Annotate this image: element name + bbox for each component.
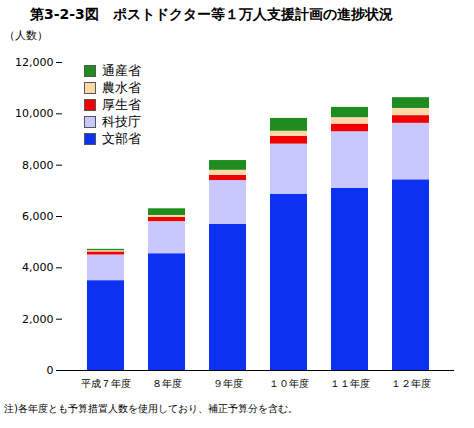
svg-text:（人数）: （人数） [4,29,48,42]
svg-text:4,000: 4,000 [22,261,54,274]
html-text:注)各年度とも予算措置人数を使用しており、補正予算分を含む。: 注)各年度とも予算措置人数を使用しており、補正予算分を含む。 [4,403,298,414]
svg-text:９年度: ９年度 [213,378,243,389]
svg-text:8,000: 8,000 [22,159,54,172]
svg-text:0: 0 [47,364,54,377]
svg-text:2,000: 2,000 [22,313,54,326]
svg-text:6,000: 6,000 [22,210,54,223]
html-text:農水省: 農水省 [102,80,141,95]
html-text:科技庁: 科技庁 [102,114,141,129]
html-text:通産省: 通産省 [102,63,141,78]
svg-text:10,000: 10,000 [15,107,54,120]
svg-text:１２年度: １２年度 [391,378,431,389]
html-text:厚生省: 厚生省 [102,97,141,112]
svg-text:１０年度: １０年度 [269,378,309,389]
html-text:文部省: 文部省 [102,131,141,146]
html-text:第3-2-3図 ポストドクター等１万人支援計画の進捗状況: 第3-2-3図 ポストドクター等１万人支援計画の進捗状況 [30,6,393,22]
svg-text:12,000: 12,000 [15,56,54,69]
svg-text:平成７年度: 平成７年度 [81,378,131,389]
svg-text:１１年度: １１年度 [330,378,370,389]
svg-text:８年度: ８年度 [152,378,182,389]
